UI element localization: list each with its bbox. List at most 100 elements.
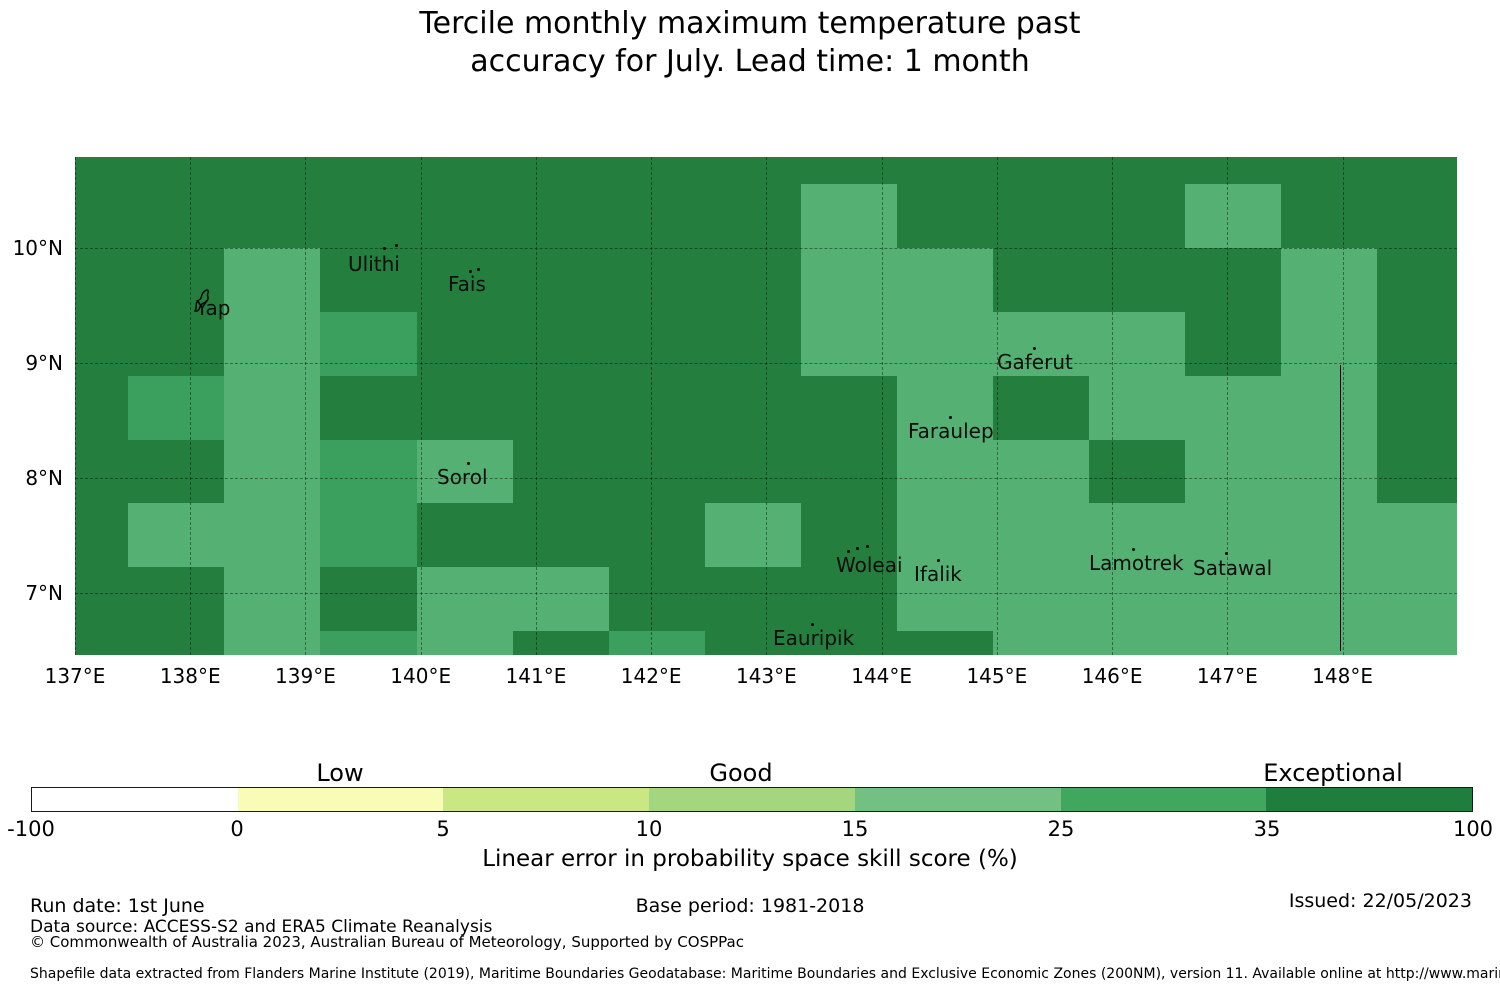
heatmap-cell (704, 248, 802, 313)
graticule-parallel (75, 477, 1457, 479)
y-tick-label: 9°N (25, 350, 63, 375)
heatmap-cell (896, 439, 994, 504)
colorbar-tick-label: -100 (7, 817, 55, 841)
heatmap-cell (704, 311, 802, 377)
heatmap-cell (512, 630, 610, 655)
graticule-meridian (1227, 157, 1229, 655)
heatmap-cell (128, 439, 226, 504)
heatmap-cell (800, 375, 898, 441)
heatmap-cell (128, 630, 226, 655)
island-label: Gaferut (997, 350, 1073, 374)
heatmap-cell (1088, 439, 1186, 504)
heatmap-cell (800, 567, 898, 632)
heatmap-cell (128, 184, 226, 249)
heatmap-cell (992, 184, 1090, 249)
heatmap-cell (704, 630, 802, 655)
map-plot-area: Yap Ulithi Fais Sorol Gaferut Faraulep Woleai I… (75, 157, 1457, 655)
island-marker-dot (937, 559, 940, 562)
graticule-meridian (535, 157, 537, 655)
heatmap-cell (800, 630, 898, 655)
heatmap-cell (75, 439, 130, 504)
x-tick-label: 140°E (390, 664, 452, 688)
island-marker-dot (949, 416, 952, 419)
chart-title: Tercile monthly maximum temperature past… (0, 5, 1500, 81)
heatmap-cell (1280, 439, 1378, 504)
colorbar-category-label: Exceptional (1263, 759, 1403, 787)
x-tick-label: 145°E (966, 664, 1028, 688)
colorbar-tick-label: 0 (230, 817, 244, 841)
heatmap-cell (224, 184, 322, 249)
island-label: Eauripik (773, 626, 855, 650)
heatmap-cell (608, 311, 706, 377)
heatmap-cell (1376, 630, 1457, 655)
heatmap-cell (224, 567, 322, 632)
graticule-parallel (75, 248, 1457, 250)
heatmap-cell (704, 503, 802, 568)
heatmap-cell (992, 630, 1090, 655)
heatmap-cell (224, 311, 322, 377)
island-marker-dot (477, 268, 480, 271)
colorbar-category-label: Good (709, 759, 773, 787)
heatmap-cell (224, 439, 322, 504)
heatmap-cell (1184, 184, 1282, 249)
heatmap-cell (320, 311, 418, 377)
heatmap-cell (1184, 375, 1282, 441)
run-date-text: Run date: 1st June (30, 895, 205, 917)
heatmap-cell (896, 311, 994, 377)
island-label: Faraulep (908, 419, 994, 443)
chart-title-line1: Tercile monthly maximum temperature past (419, 6, 1081, 41)
heatmap-cell (1184, 503, 1282, 568)
heatmap-cell (1376, 157, 1457, 185)
heatmap-cell (416, 375, 514, 441)
island-marker-dot (1225, 552, 1228, 555)
y-tick-label: 8°N (25, 465, 63, 490)
graticule-parallel (75, 362, 1457, 364)
heatmap-cell (128, 567, 226, 632)
island-marker-dot (1033, 347, 1036, 350)
heatmap-cell (512, 184, 610, 249)
heatmap-cell (512, 439, 610, 504)
heatmap-cell (1280, 248, 1378, 313)
heatmap-cell (800, 503, 898, 568)
colorbar-tick-label: 15 (841, 817, 869, 841)
colorbar-bin (443, 788, 650, 811)
heatmap-cell (704, 375, 802, 441)
heatmap-cell (608, 630, 706, 655)
heatmap-cell (224, 630, 322, 655)
y-tick-label: 7°N (25, 580, 63, 605)
heatmap-cell (992, 157, 1090, 185)
island-label: Satawal (1193, 556, 1273, 580)
graticule-meridian (305, 157, 307, 655)
heatmap-cell (896, 157, 994, 185)
x-tick-label: 141°E (505, 664, 567, 688)
heatmap-cell (896, 184, 994, 249)
heatmap-cell (416, 630, 514, 655)
heatmap-cell (1280, 630, 1378, 655)
heatmap-cell (1280, 157, 1378, 185)
heatmap-cell (992, 375, 1090, 441)
heatmap-cell (1088, 311, 1186, 377)
heatmap-cell (608, 503, 706, 568)
chart-title-line2: accuracy for July. Lead time: 1 month (470, 44, 1030, 79)
island-marker-dot (467, 462, 470, 465)
island-marker-dot (1132, 548, 1135, 551)
heatmap-cell (1184, 630, 1282, 655)
x-tick-label: 146°E (1081, 664, 1143, 688)
colorbar (31, 787, 1473, 812)
heatmap-cell (75, 375, 130, 441)
heatmap-cell (992, 567, 1090, 632)
heatmap-cell (800, 439, 898, 504)
heatmap-cell (704, 157, 802, 185)
heatmap-cell (224, 503, 322, 568)
heatmap-cell (512, 503, 610, 568)
heatmap-cell (416, 439, 514, 504)
heatmap-cell (1280, 184, 1378, 249)
island-outline (194, 289, 209, 312)
heatmap-cell (320, 503, 418, 568)
graticule-meridian (1342, 157, 1344, 655)
graticule-meridian (190, 157, 192, 655)
heatmap-cell (75, 157, 130, 185)
heatmap-cell (1088, 248, 1186, 313)
heatmap-cell (320, 375, 418, 441)
colorbar-tick-label: 10 (635, 817, 663, 841)
